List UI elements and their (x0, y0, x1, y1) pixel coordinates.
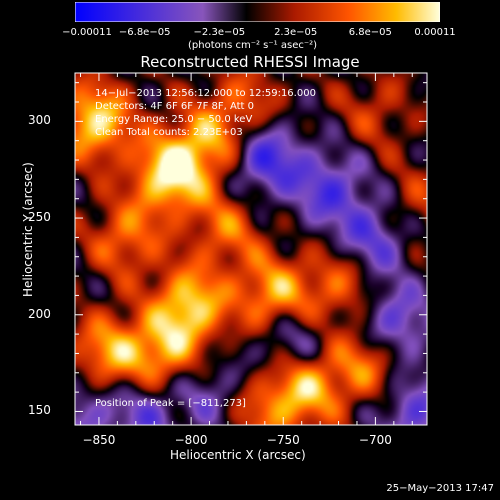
x-tick-label: −700 (358, 433, 392, 447)
annotation-detectors: Detectors: 4F 6F 6F 7F 8F, Att 0 (95, 101, 255, 112)
x-tick-label: −850 (82, 433, 116, 447)
y-tick-label: 200 (28, 306, 51, 321)
y-tick-label: 300 (28, 113, 51, 128)
timestamp: 25−May−2013 17:47 (386, 483, 494, 494)
y-tick-label: 250 (28, 210, 51, 225)
plot-area (75, 73, 427, 425)
colorbar-tick-label: 2.3e−05 (274, 27, 318, 38)
tick-marks (75, 73, 427, 425)
colorbar-tick-label: 6.8e−05 (348, 27, 392, 38)
x-axis-label: Heliocentric X (arcsec) (170, 448, 306, 462)
colorbar-units: (photons cm⁻² s⁻¹ asec⁻²) (188, 40, 318, 51)
annotation-time-range: 14−Jul−2013 12:56:12.000 to 12:59:16.000 (95, 88, 316, 99)
annotation-energy-range: Energy Range: 25.0 − 50.0 keV (95, 114, 253, 125)
y-axis-label: Heliocentric Y (arcsec) (21, 162, 35, 297)
plot-frame (74, 72, 428, 426)
colorbar-tick-label: −0.00011 (62, 27, 112, 38)
x-tick-label: −800 (174, 433, 208, 447)
heatmap-image (75, 73, 427, 425)
chart-title: Reconstructed RHESSI Image (140, 53, 360, 71)
annotation-peak-position: Position of Peak = [−811,273] (95, 398, 246, 409)
colorbar-tick-label: 0.00011 (414, 27, 456, 38)
y-tick-label: 150 (28, 403, 51, 418)
annotation-counts: Clean Total counts: 2.23E+03 (95, 127, 243, 138)
colorbar-tick-label: −2.3e−05 (193, 27, 246, 38)
colorbar-tick-label: −6.8e−05 (118, 27, 171, 38)
x-tick-label: −750 (266, 433, 300, 447)
